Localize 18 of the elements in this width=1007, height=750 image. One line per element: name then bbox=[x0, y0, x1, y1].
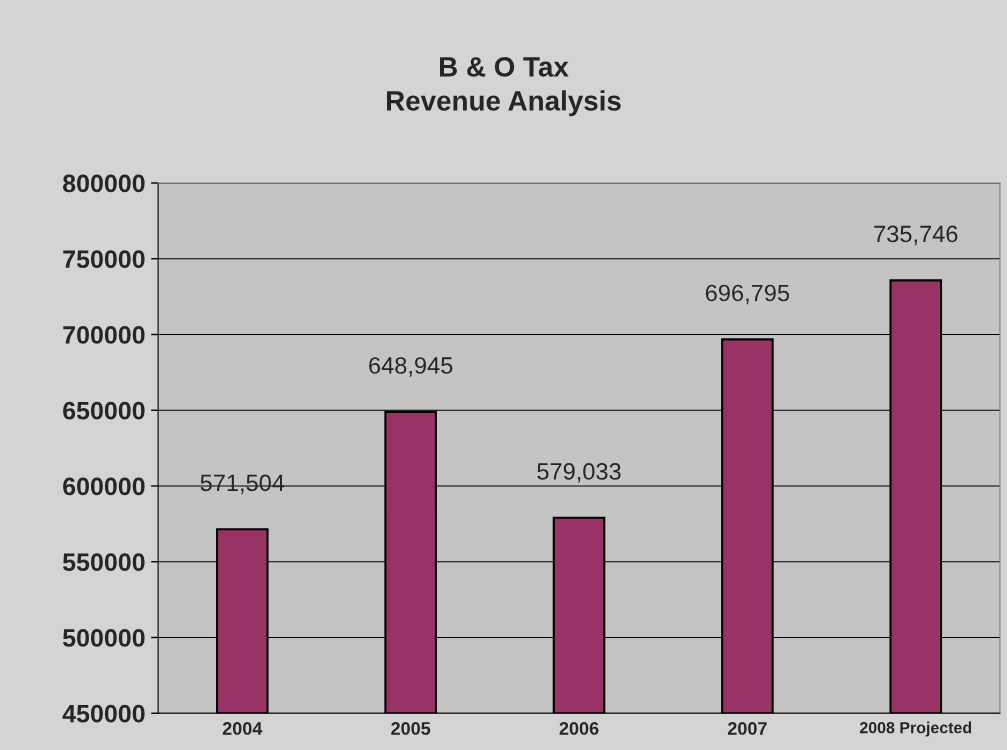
y-tick-label: 750000 bbox=[63, 250, 145, 269]
y-tick-label: 650000 bbox=[63, 401, 145, 420]
x-tick-label: 2008 Projected bbox=[859, 721, 972, 737]
data-label: 648,945 bbox=[369, 357, 453, 377]
x-tick-label: 2004 bbox=[222, 722, 263, 735]
y-tick-label: 800000 bbox=[62, 174, 145, 193]
x-tick-label: 2005 bbox=[391, 722, 431, 735]
data-label: 735,746 bbox=[874, 225, 958, 246]
chart-title: B & O Tax Revenue Analysis bbox=[387, 57, 621, 117]
y-tick-label: 550000 bbox=[62, 553, 145, 572]
data-label: 696,795 bbox=[705, 284, 790, 305]
y-tick-label: 450000 bbox=[62, 704, 145, 723]
data-label: 579,033 bbox=[537, 463, 621, 483]
y-tick-label: 700000 bbox=[63, 326, 145, 344]
y-tick-label: 500000 bbox=[62, 629, 145, 647]
y-tick-label: 600000 bbox=[63, 477, 145, 496]
x-tick-label: 2006 bbox=[559, 722, 599, 735]
x-tick-label: 2007 bbox=[727, 722, 767, 735]
